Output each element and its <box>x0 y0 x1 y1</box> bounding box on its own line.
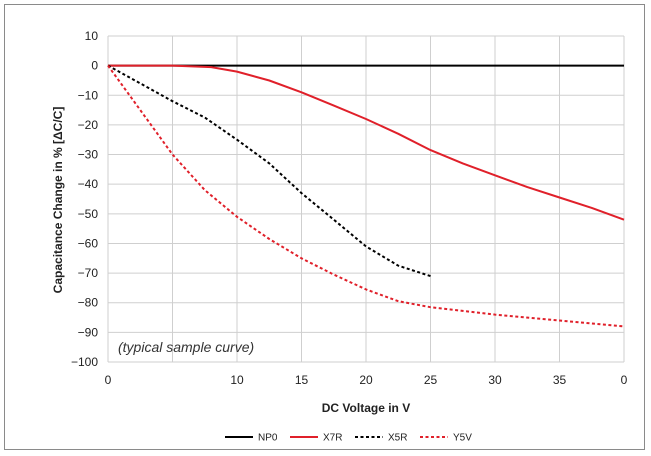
legend-label-y5v: Y5V <box>453 433 472 444</box>
x-axis-title: DC Voltage in V <box>322 401 410 415</box>
y-tick-label: −10 <box>78 88 99 102</box>
y-tick-label: 0 <box>91 59 98 73</box>
y-tick-label: −30 <box>78 148 99 162</box>
legend-label-x7r: X7R <box>323 433 342 444</box>
y-tick-label: −70 <box>78 266 99 280</box>
annotation: (typical sample curve) <box>118 339 254 355</box>
x-tick-label: 10 <box>230 373 244 387</box>
grid <box>107 35 625 363</box>
series-line-x7r <box>108 64 625 221</box>
y-tick-label: −50 <box>78 207 99 221</box>
series-line-y5v <box>107 65 625 328</box>
chart-frame <box>4 4 645 450</box>
legend-label-np0: NP0 <box>258 433 278 444</box>
y-tick-label: −60 <box>78 236 99 250</box>
x-tick-label: 20 <box>359 373 373 387</box>
series-layer <box>107 64 625 328</box>
x-tick-label: 15 <box>295 373 309 387</box>
y-tick-label: −80 <box>78 296 99 310</box>
y-tick-labels: 10 0 −10 −20 −30 −40 −50 −60 −70 −80 −90 −100 <box>71 29 98 369</box>
y-tick-label: −100 <box>71 355 98 369</box>
x-tick-label: 35 <box>553 373 567 387</box>
legend: NP0 X7R X5R Y5V <box>225 433 472 444</box>
y-tick-label: −20 <box>78 118 99 132</box>
x-tick-label: 0 <box>105 373 112 387</box>
y-tick-label: 10 <box>85 29 99 43</box>
legend-label-x5r: X5R <box>388 433 407 444</box>
series-line-x5r <box>107 64 431 278</box>
x-tick-label: 30 <box>488 373 502 387</box>
x-tick-label: 0 <box>621 373 628 387</box>
y-tick-label: −40 <box>78 177 99 191</box>
x-tick-label: 25 <box>424 373 438 387</box>
y-axis-title: Capacitance Change in % [ΔC/C] <box>51 107 65 294</box>
y-tick-label: −90 <box>78 325 99 339</box>
x-tick-labels: 0 10 15 20 25 30 35 0 <box>105 373 628 387</box>
